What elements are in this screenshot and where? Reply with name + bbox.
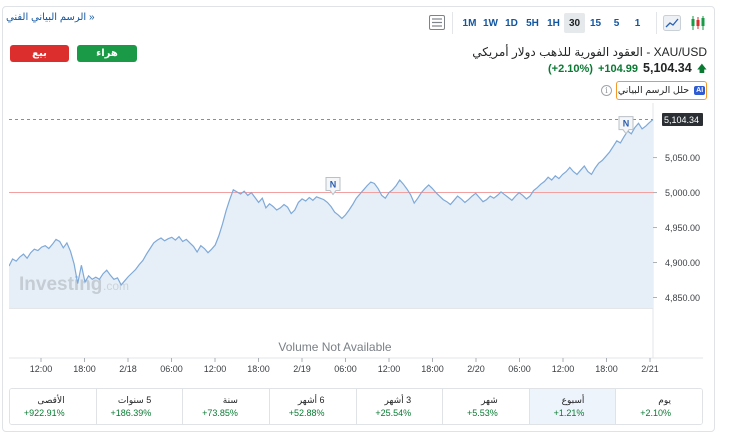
y-tick-label: 4,900.00 [665, 258, 700, 268]
candlestick-icon[interactable] [690, 15, 706, 31]
performance-value: +25.54% [375, 408, 412, 418]
ai-icon: AI [694, 86, 706, 95]
performance-value: +52.88% [288, 408, 325, 418]
x-tick-label: 2/21 [641, 364, 659, 374]
performance-value: +1.21% [553, 408, 585, 418]
news-marker: N [325, 177, 341, 196]
current-price-badge [662, 113, 703, 127]
performance-cell[interactable]: سنة +73.85% [182, 389, 269, 424]
range-button-1m[interactable]: 1M [462, 17, 477, 29]
range-button-30[interactable]: 30 [564, 13, 585, 33]
x-tick-label: 12:00 [204, 364, 227, 374]
chart-type-table-icon[interactable] [429, 15, 445, 30]
performance-label: 3 أشهر [384, 395, 412, 405]
current-price-label: 5,104.34 [664, 115, 699, 125]
performance-label: شهر [481, 395, 498, 405]
analyze-chart-label: حلل الرسم البياني [617, 85, 690, 96]
x-tick-label: 2/19 [293, 364, 311, 374]
news-marker: N [618, 116, 634, 135]
volume-not-available: Volume Not Available [278, 340, 392, 354]
performance-cell[interactable]: الأقصى +922.91% [10, 389, 96, 424]
performance-value: +2.10% [640, 408, 671, 418]
range-button-5h[interactable]: 5H [526, 17, 539, 29]
x-tick-label: 2/18 [119, 364, 137, 374]
price-chart-svg: Investing .com Volume Not Available 5,05… [9, 103, 703, 374]
y-tick-label: 5,000.00 [665, 188, 700, 198]
news-marker-label: N [623, 119, 630, 129]
performance-label: 6 أشهر [297, 395, 325, 405]
x-tick-label: 18:00 [247, 364, 270, 374]
x-tick-label: 2/20 [467, 364, 485, 374]
performance-cell[interactable]: شهر +5.53% [442, 389, 529, 424]
arrow-up-icon: 🡅 [696, 64, 707, 75]
buy-button[interactable]: هراء [77, 45, 137, 62]
performance-label: الأقصى [37, 395, 65, 405]
range-button-1w[interactable]: 1W [483, 17, 498, 29]
range-button-15[interactable]: 15 [589, 17, 602, 29]
performance-value: +73.85% [202, 408, 238, 418]
line-chart-icon[interactable] [663, 15, 681, 31]
x-tick-label: 12:00 [378, 364, 401, 374]
analyze-chart-button[interactable]: حلل الرسم البياني AI [616, 81, 707, 100]
performance-value: +186.39% [110, 408, 152, 418]
instrument-title: XAU/USD - العقود الفورية للذهب دولار أمر… [472, 45, 707, 59]
y-tick-label: 4,950.00 [665, 223, 700, 233]
y-tick-label: 4,850.00 [665, 293, 700, 303]
price-series-line [9, 119, 654, 286]
sell-button[interactable]: بيع [10, 45, 69, 62]
performance-label: أسبوع [561, 395, 585, 405]
performance-cell[interactable]: يوم +2.10% [615, 389, 702, 424]
range-button-1[interactable]: 1 [634, 17, 641, 29]
change-value: +104.99 [597, 63, 639, 75]
performance-cell[interactable]: 5 سنوات +186.39% [95, 389, 183, 424]
news-marker-flag [325, 177, 341, 196]
price-area-fill [9, 119, 653, 308]
performance-value: +5.53% [466, 408, 498, 418]
performance-cell[interactable]: 3 أشهر +25.54% [355, 389, 443, 424]
performance-label: سنة [222, 395, 238, 405]
performance-cell[interactable]: أسبوع +1.21% [528, 389, 616, 424]
range-button-5[interactable]: 5 [613, 17, 620, 29]
info-icon[interactable]: i [601, 85, 612, 96]
investing-watermark: Investing [19, 274, 102, 295]
performance-cell[interactable]: 6 أشهر +52.88% [268, 389, 356, 424]
toolbar-divider [656, 12, 657, 34]
x-tick-label: 18:00 [595, 364, 618, 374]
range-button-1h[interactable]: 1H [547, 17, 560, 29]
performance-label: يوم [658, 395, 671, 405]
x-tick-label: 18:00 [73, 364, 96, 374]
x-tick-label: 18:00 [421, 364, 444, 374]
x-tick-label: 06:00 [508, 364, 531, 374]
technical-chart-link[interactable]: الرسم البياني الفني » [6, 12, 95, 23]
range-button-1d[interactable]: 1D [505, 17, 518, 29]
y-tick-label: 5,050.00 [665, 153, 700, 163]
performance-value: +922.91% [23, 408, 65, 418]
x-tick-label: 12:00 [552, 364, 575, 374]
performance-bar: الأقصى +922.91% 5 سنوات +186.39% سنة +73.85% 6… [9, 388, 703, 425]
price-line: (+2.10%) +104.99 5,104.34 🡅 [548, 61, 707, 79]
time-range-selector: 1M 1W 1D 5H 1H 30 15 5 1 [459, 13, 648, 33]
change-percent: (+2.10%) [548, 63, 593, 75]
x-tick-label: 12:00 [30, 364, 53, 374]
news-marker-label: N [330, 180, 337, 190]
performance-label: 5 سنوات [117, 395, 152, 405]
news-marker-flag [618, 116, 634, 135]
price-chart[interactable]: Investing .com Volume Not Available 5,05… [9, 103, 703, 378]
toolbar-divider [452, 12, 453, 34]
x-tick-label: 06:00 [334, 364, 357, 374]
x-tick-label: 06:00 [160, 364, 183, 374]
last-price: 5,104.34 [643, 61, 692, 75]
